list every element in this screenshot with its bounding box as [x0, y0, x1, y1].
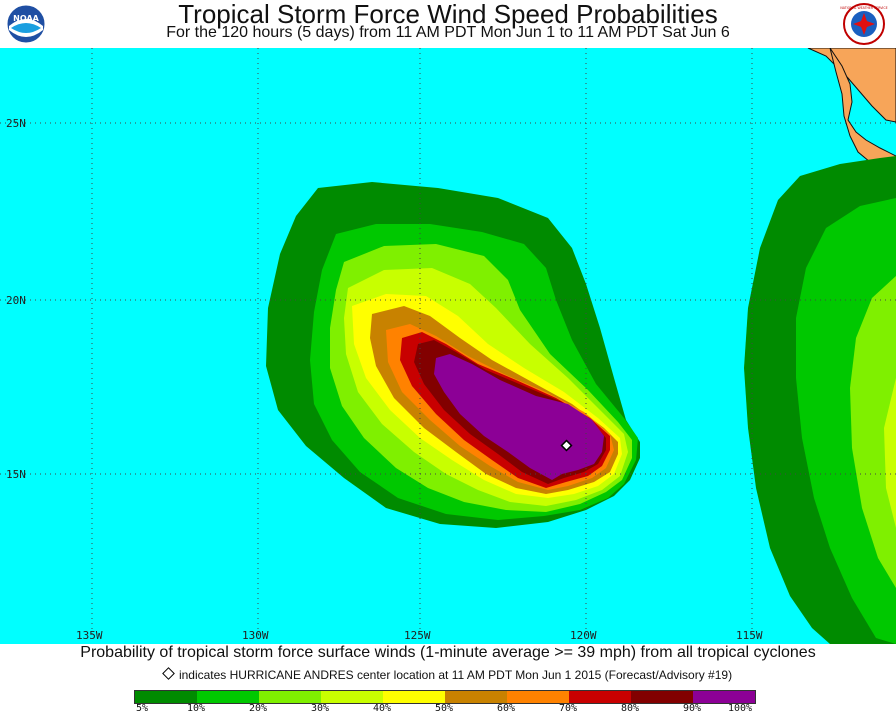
map-subtitle: For the 120 hours (5 days) from 11 AM PD… — [166, 24, 730, 41]
legend-swatch — [259, 691, 321, 703]
land-mexico — [807, 48, 896, 123]
legend-label: 100% — [727, 703, 753, 714]
land-baja — [829, 48, 896, 179]
probability-legend — [134, 690, 756, 704]
legend-swatch — [135, 691, 197, 703]
lat-label-20n: 20N — [6, 294, 26, 307]
storm-center-marker-icon — [560, 439, 573, 452]
map-title: Tropical Storm Force Wind Speed Probabil… — [178, 0, 718, 29]
noaa-logo-text: NOAA — [13, 14, 39, 23]
legend-swatch — [197, 691, 259, 703]
legend-swatch — [383, 691, 445, 703]
noaa-logo-icon: NOAA — [6, 4, 46, 44]
diamond-marker-icon — [162, 667, 175, 680]
legend-label: 70% — [558, 703, 578, 714]
legend-label: 80% — [620, 703, 640, 714]
lon-label-120w: 120W — [570, 629, 597, 642]
legend-swatch — [693, 691, 755, 703]
legend-swatch — [569, 691, 631, 703]
legend-label: 30% — [310, 703, 330, 714]
lon-label-135w: 135W — [76, 629, 103, 642]
nws-logo-text: NATIONAL WEATHER SERVICE — [840, 6, 887, 10]
legend-label: 50% — [434, 703, 454, 714]
legend-swatch — [321, 691, 383, 703]
legend-label: 20% — [248, 703, 268, 714]
probability-map: 25N 20N 15N 135W 130W 125W 120W 115W — [0, 48, 896, 644]
lon-label-125w: 125W — [404, 629, 431, 642]
legend-label: 5% — [135, 703, 149, 714]
legend-label: 90% — [682, 703, 702, 714]
lon-label-115w: 115W — [736, 629, 763, 642]
lat-label-15n: 15N — [6, 468, 26, 481]
header: Tropical Storm Force Wind Speed Probabil… — [0, 0, 896, 48]
lon-label-130w: 130W — [242, 629, 269, 642]
east-probability-field — [744, 156, 896, 644]
legend-label: 60% — [496, 703, 516, 714]
center-note: indicates HURRICANE ANDRES center locati… — [0, 667, 896, 683]
legend-label: 10% — [186, 703, 206, 714]
legend-swatch — [507, 691, 569, 703]
andres-probability-swath — [266, 182, 640, 528]
legend-label: 40% — [372, 703, 392, 714]
center-note-text: indicates HURRICANE ANDRES center locati… — [178, 668, 733, 682]
legend-swatch — [631, 691, 693, 703]
map-caption: Probability of tropical storm force surf… — [80, 644, 816, 661]
nws-logo-icon: NATIONAL WEATHER SERVICE — [840, 3, 888, 45]
legend-swatch — [445, 691, 507, 703]
lat-label-25n: 25N — [6, 117, 26, 130]
lon-grid — [91, 48, 753, 638]
legend-labels: 5% 10% 20% 30% 40% 50% 60% 70% 80% 90% 100% — [0, 703, 896, 716]
